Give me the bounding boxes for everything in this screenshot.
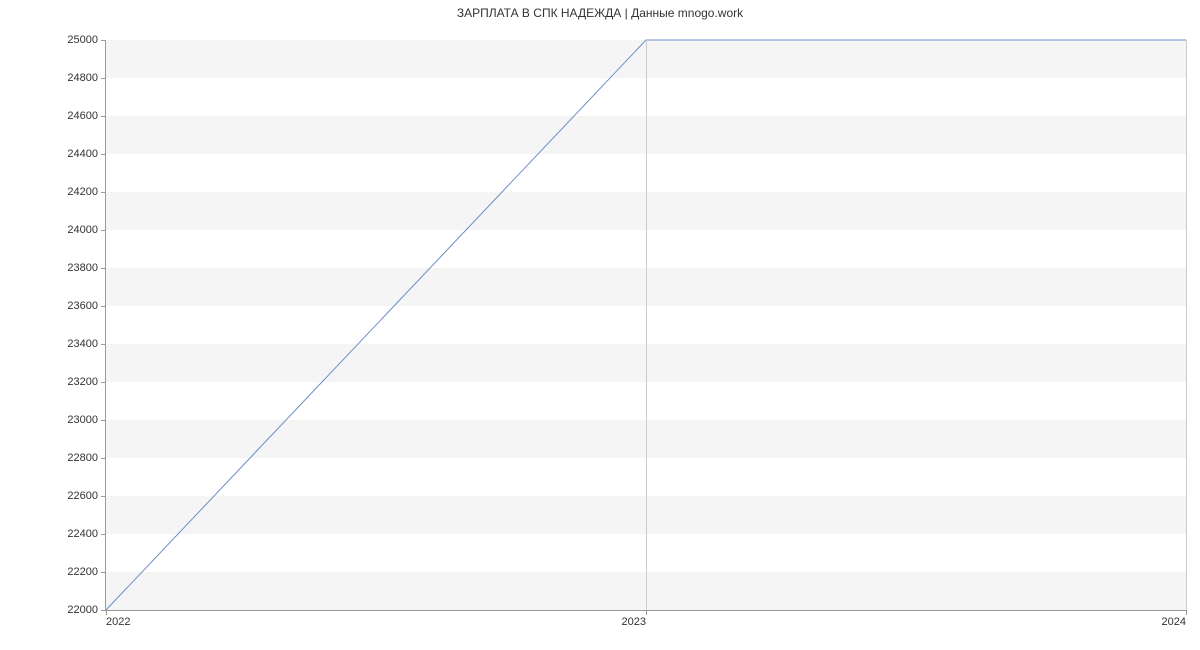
y-tick-mark <box>101 268 106 269</box>
y-tick-label: 24400 <box>67 148 98 160</box>
x-tick-label: 2022 <box>106 616 130 628</box>
x-gridline <box>1186 40 1187 610</box>
y-tick-mark <box>101 40 106 41</box>
y-tick-label: 22800 <box>67 452 98 464</box>
plot-area: 2200022200224002260022800230002320023400… <box>105 40 1186 611</box>
x-tick-label: 2024 <box>1162 616 1186 628</box>
y-tick-label: 23200 <box>67 376 98 388</box>
x-tick-mark <box>646 610 647 615</box>
x-tick-mark <box>1186 610 1187 615</box>
y-tick-mark <box>101 534 106 535</box>
y-tick-label: 24600 <box>67 110 98 122</box>
y-tick-label: 23800 <box>67 262 98 274</box>
y-tick-label: 22000 <box>67 604 98 616</box>
y-tick-label: 24800 <box>67 72 98 84</box>
y-tick-label: 24200 <box>67 186 98 198</box>
y-tick-label: 24000 <box>67 224 98 236</box>
y-tick-mark <box>101 496 106 497</box>
y-tick-mark <box>101 344 106 345</box>
y-tick-mark <box>101 420 106 421</box>
x-gridline <box>646 40 647 610</box>
y-tick-label: 23600 <box>67 300 98 312</box>
chart-title: ЗАРПЛАТА В СПК НАДЕЖДА | Данные mnogo.wo… <box>0 6 1200 20</box>
y-tick-mark <box>101 306 106 307</box>
y-tick-mark <box>101 382 106 383</box>
salary-chart: ЗАРПЛАТА В СПК НАДЕЖДА | Данные mnogo.wo… <box>0 0 1200 650</box>
y-tick-mark <box>101 458 106 459</box>
y-tick-label: 23400 <box>67 338 98 350</box>
y-tick-label: 22400 <box>67 528 98 540</box>
y-tick-mark <box>101 192 106 193</box>
y-tick-mark <box>101 230 106 231</box>
y-tick-mark <box>101 116 106 117</box>
x-tick-label: 2023 <box>622 616 646 628</box>
y-tick-label: 22200 <box>67 566 98 578</box>
x-tick-mark <box>106 610 107 615</box>
y-tick-mark <box>101 154 106 155</box>
y-tick-mark <box>101 78 106 79</box>
y-tick-label: 23000 <box>67 414 98 426</box>
y-tick-label: 25000 <box>67 34 98 46</box>
y-tick-mark <box>101 572 106 573</box>
y-tick-label: 22600 <box>67 490 98 502</box>
